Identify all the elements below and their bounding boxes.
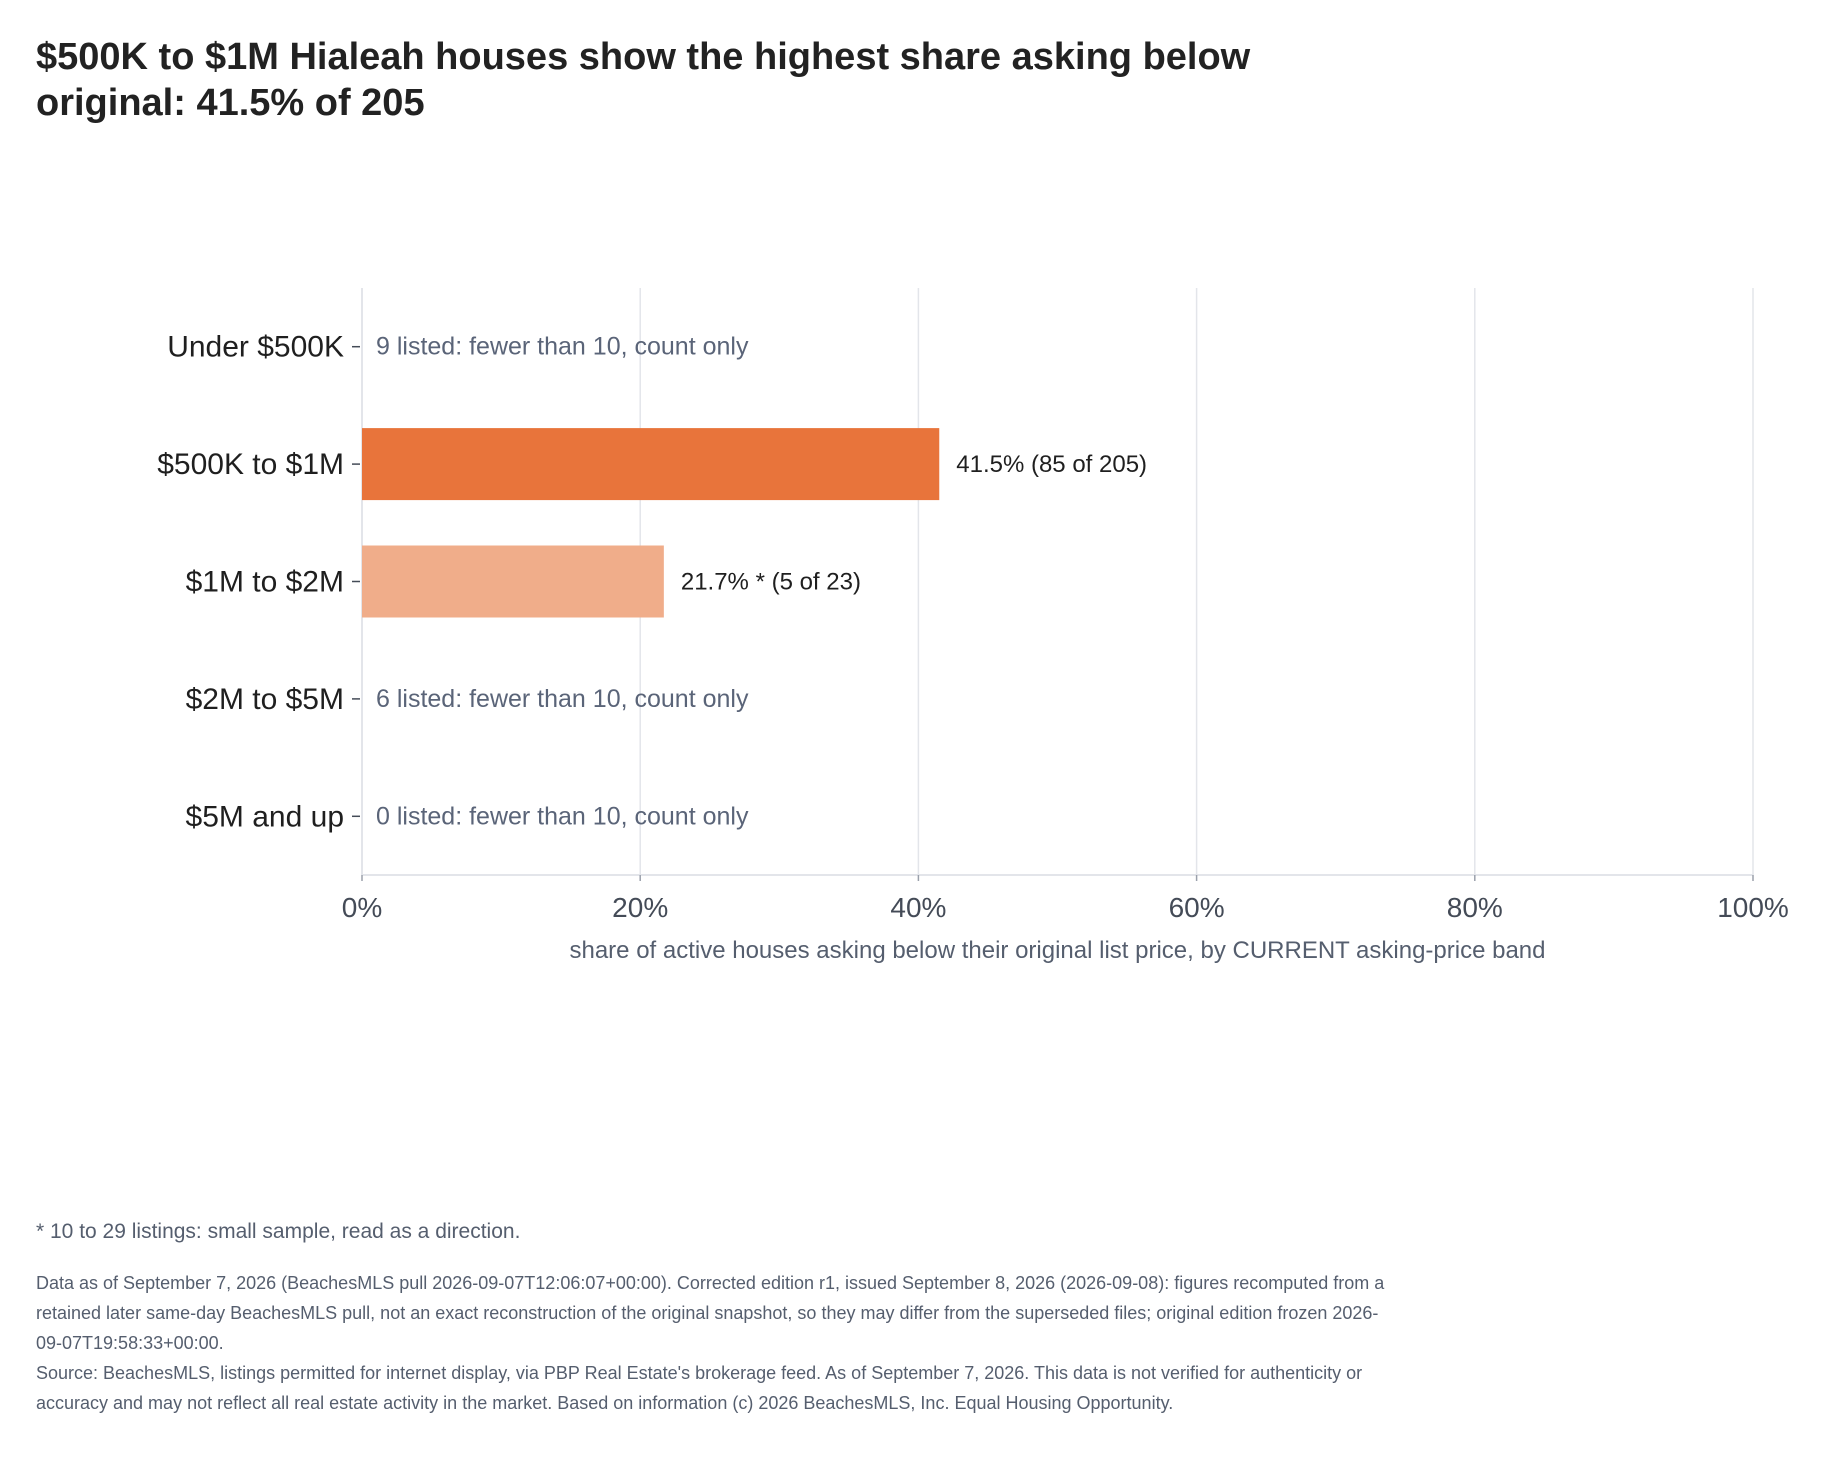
count-only-label-0: 9 listed: fewer than 10, count only xyxy=(376,333,749,361)
x-tick-label-2: 40% xyxy=(890,892,946,923)
x-axis-label: share of active houses asking below thei… xyxy=(569,937,1545,964)
count-only-label-4: 0 listed: fewer than 10, count only xyxy=(376,802,749,830)
chart-area: 0% 20% 40% 60% 80% 100% share of active houses… xyxy=(157,288,1789,964)
bar-2 xyxy=(362,545,664,618)
x-tick-label-1: 20% xyxy=(612,892,668,923)
x-tick-label-4: 80% xyxy=(1447,892,1503,923)
bar-value-label-1: 41.5% (85 of 205) xyxy=(956,451,1147,478)
category-label-2: $1M to $2M xyxy=(186,566,344,599)
bar-chart: 0% 20% 40% 60% 80% 100% share of active houses… xyxy=(157,288,1789,964)
source-note: Source: BeachesMLS, listings permitted f… xyxy=(36,1363,1363,1413)
footnote: * 10 to 29 listings: small sample, read … xyxy=(36,1220,521,1243)
x-tick-label-3: 60% xyxy=(1169,892,1225,923)
x-tick-label-0: 0% xyxy=(342,892,382,923)
bar-1 xyxy=(362,428,940,501)
category-label-0: Under $500K xyxy=(167,331,344,364)
count-only-label-3: 6 listed: fewer than 10, count only xyxy=(376,685,749,713)
source-notes: Data as of September 7, 2026 (BeachesMLS… xyxy=(36,1268,1396,1418)
x-tick-label-5: 100% xyxy=(1717,892,1789,923)
category-label-3: $2M to $5M xyxy=(186,683,344,716)
data-note: Data as of September 7, 2026 (BeachesMLS… xyxy=(36,1273,1385,1353)
category-label-4: $5M and up xyxy=(186,800,344,833)
bar-value-label-2: 21.7% * (5 of 23) xyxy=(681,569,861,596)
chart-title: $500K to $1M Hialeah houses show the hig… xyxy=(36,36,1251,124)
category-label-1: $500K to $1M xyxy=(157,448,344,481)
